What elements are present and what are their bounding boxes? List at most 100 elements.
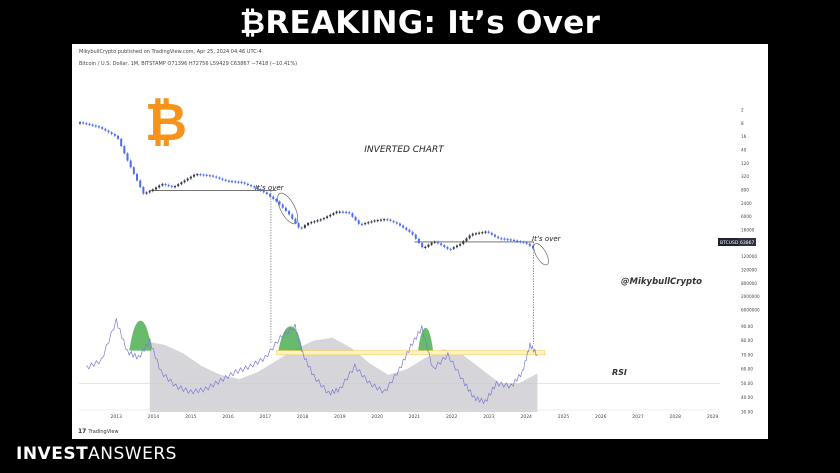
price-candle xyxy=(493,234,496,237)
price-candle xyxy=(237,181,240,183)
x-tick-label: 2029 xyxy=(707,414,719,420)
x-tick-label: 2019 xyxy=(334,414,346,420)
price-candle xyxy=(117,135,120,139)
price-candle xyxy=(212,175,215,177)
price-candle xyxy=(411,231,414,235)
price-candle xyxy=(322,218,325,220)
rsi-overbought-hump-1 xyxy=(129,320,152,351)
price-candle xyxy=(98,126,101,128)
price-candle xyxy=(167,184,170,187)
x-tick-label: 2017 xyxy=(260,414,272,420)
price-candle xyxy=(471,233,474,236)
price-candle xyxy=(497,236,500,239)
price-candle xyxy=(288,211,291,215)
price-candle xyxy=(281,204,284,208)
price-candle xyxy=(113,134,116,136)
x-axis: 2013 2014 2015 2016 2017 2018 2019 2020 2021 2022… xyxy=(79,409,720,420)
price-candle xyxy=(265,192,268,195)
price-candle xyxy=(414,234,417,239)
price-candle xyxy=(183,180,186,183)
price-candle xyxy=(487,231,490,233)
price-candle xyxy=(367,222,370,224)
price-candle xyxy=(110,132,113,135)
price-candle xyxy=(506,238,509,241)
price-candle xyxy=(123,146,126,154)
x-tick-label: 2015 xyxy=(185,414,197,420)
price-candle xyxy=(503,238,506,240)
price-y-tick-label: 2400 xyxy=(741,201,752,206)
rsi-gray-area xyxy=(149,337,538,412)
price-y-tick-label: 320000 xyxy=(741,268,757,273)
price-candle xyxy=(405,227,408,230)
price-candle xyxy=(132,167,135,174)
price-candle xyxy=(364,223,367,225)
price-candle xyxy=(231,180,234,183)
price-candle xyxy=(389,219,392,221)
price-candle xyxy=(158,185,161,188)
price-candle xyxy=(424,246,427,248)
price-candle xyxy=(313,221,316,223)
price-y-tick-label: 40 xyxy=(741,148,747,153)
price-candle xyxy=(516,240,519,242)
price-candle xyxy=(484,231,487,233)
price-candle xyxy=(376,219,379,222)
price-candle xyxy=(512,239,515,242)
price-candle xyxy=(142,187,145,194)
price-candle xyxy=(79,122,81,124)
price-candle xyxy=(170,185,173,188)
rsi-label: RSI xyxy=(612,368,627,377)
price-candle xyxy=(341,211,344,213)
price-candle xyxy=(234,181,237,183)
headline: ₿REAKING: It’s Over xyxy=(239,5,601,41)
price-candle xyxy=(186,178,189,181)
price-candle xyxy=(269,194,272,197)
price-candle xyxy=(310,222,313,224)
price-candle xyxy=(354,216,357,221)
brand-light: ANSWERS xyxy=(88,444,177,464)
price-y-tick-label: 2000000 xyxy=(741,294,760,299)
x-tick-label: 2025 xyxy=(558,414,570,420)
price-candle xyxy=(240,181,243,184)
price-candle xyxy=(205,174,208,176)
rsi-y-tick-label: 30.00 xyxy=(741,410,753,415)
price-candle xyxy=(227,180,230,182)
price-candle xyxy=(500,238,503,240)
rsi-y-tick-label: 40.00 xyxy=(741,395,753,400)
price-candle xyxy=(199,174,202,176)
price-candle xyxy=(360,223,363,226)
price-candle xyxy=(452,247,455,249)
rsi-y-tick-label: 60.00 xyxy=(741,367,753,372)
rsi-y-tick-label: 50.00 xyxy=(741,381,753,386)
price-candle xyxy=(104,128,107,131)
chart-panel: MikybullCrypto published on TradingView.… xyxy=(72,44,768,439)
price-candle xyxy=(291,214,294,219)
price-candle xyxy=(139,180,142,188)
price-tag-value: 63867 xyxy=(740,240,754,246)
price-y-tick-label: 6000000 xyxy=(741,308,760,313)
price-candle xyxy=(455,245,458,248)
price-candle xyxy=(430,242,433,245)
x-tick-label: 2021 xyxy=(409,414,421,420)
price-candle xyxy=(509,239,512,241)
tradingview-logo-icon: 17 xyxy=(78,428,87,435)
price-candle xyxy=(459,243,462,246)
price-candle xyxy=(161,183,164,186)
bitcoin-logo-icon: ₿ xyxy=(145,93,187,153)
price-candle xyxy=(408,229,411,232)
rsi-line xyxy=(86,318,538,405)
price-candle xyxy=(180,182,183,185)
price-candle xyxy=(335,211,338,214)
price-candle xyxy=(164,183,167,186)
x-tick-label: 2016 xyxy=(222,414,234,420)
annotation-its-over-2017: It’s over xyxy=(255,184,285,192)
x-tick-label: 2027 xyxy=(632,414,644,420)
breakdown-ellipse-2017 xyxy=(277,192,299,225)
price-candle xyxy=(519,241,522,243)
price-candle xyxy=(88,123,91,126)
price-candle xyxy=(332,213,335,215)
price-y-axis: 2816401203208002400600016000400001200003… xyxy=(741,108,760,313)
price-candle xyxy=(468,235,471,239)
rsi-y-tick-label: 80.00 xyxy=(741,338,753,343)
price-candle xyxy=(101,127,104,129)
price-candle xyxy=(348,212,351,214)
